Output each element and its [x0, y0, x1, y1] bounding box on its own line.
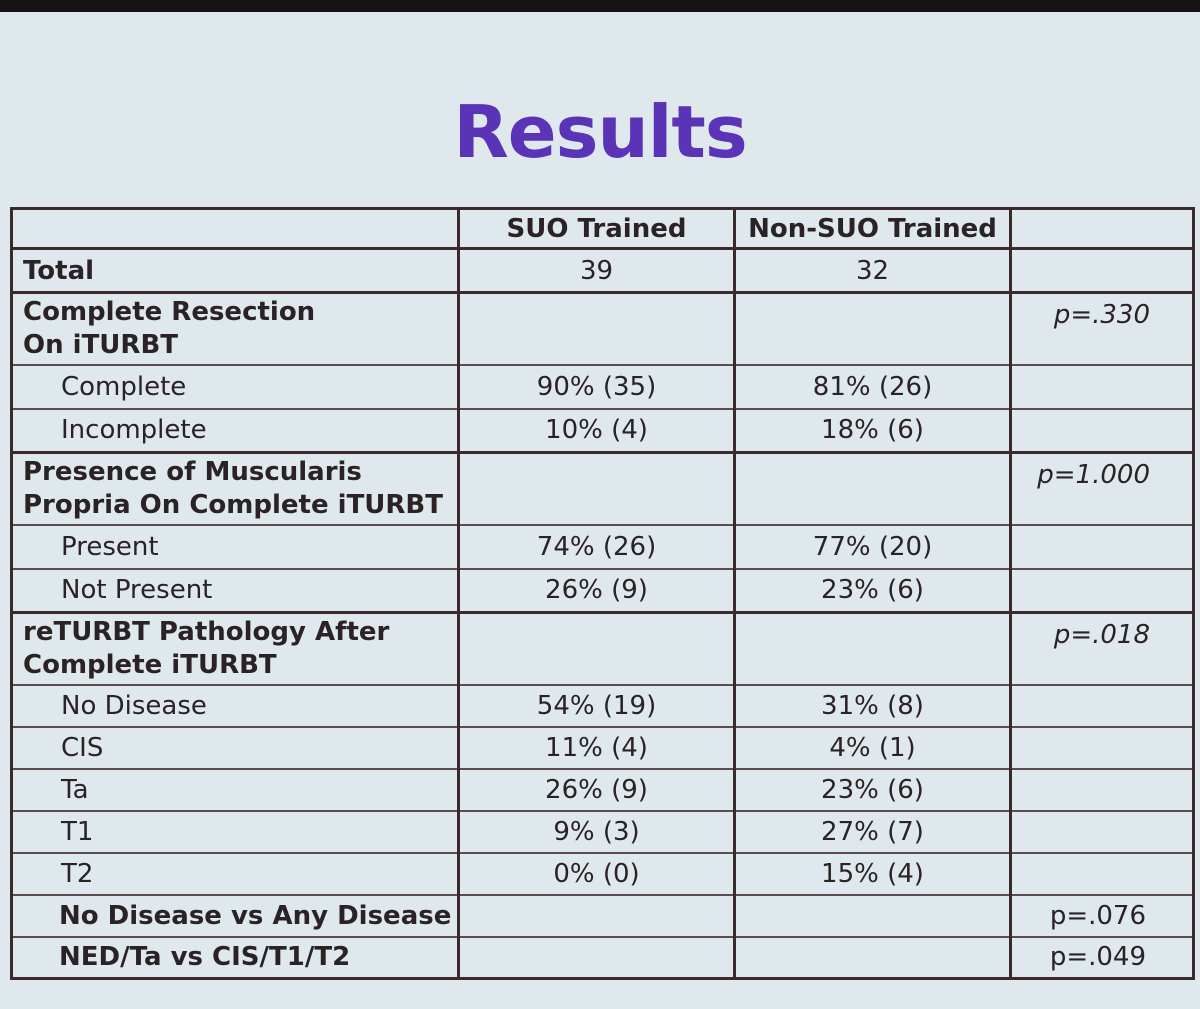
comparison-row: No Disease vs Any Disease p=.076 [10, 893, 1195, 938]
row-label: Present [10, 523, 460, 570]
suo-value: 0% (0) [457, 851, 736, 896]
comparison-row: NED/Ta vs CIS/T1/T2 p=.049 [10, 935, 1195, 980]
section-header-row: Complete Resection On iTURBT p=.330 [10, 291, 1195, 366]
empty-cell [457, 451, 736, 526]
row-label: Complete [10, 363, 460, 410]
header-suo-trained: SUO Trained [457, 207, 736, 250]
section-header-row: reTURBT Pathology After Complete iTURBT … [10, 611, 1195, 686]
section-label: reTURBT Pathology After Complete iTURBT [10, 611, 460, 686]
empty-cell [733, 893, 1012, 938]
results-table: SUO Trained Non-SUO Trained Total 39 32 … [10, 207, 1195, 980]
table-row: CIS 11% (4) 4% (1) [10, 725, 1195, 770]
table-row: No Disease 54% (19) 31% (8) [10, 683, 1195, 728]
empty-cell [733, 291, 1012, 366]
section-header-row: Presence of Muscularis Propria On Comple… [10, 451, 1195, 526]
empty-cell [1009, 851, 1195, 896]
empty-cell [457, 291, 736, 366]
section-label-line2: Complete iTURBT [23, 649, 277, 680]
row-label: CIS [10, 725, 460, 770]
section-label: Complete Resection On iTURBT [10, 291, 460, 366]
row-label: Not Present [10, 567, 460, 614]
non-suo-value: 81% (26) [733, 363, 1012, 410]
total-p-cell [1009, 247, 1195, 294]
suo-value: 10% (4) [457, 407, 736, 454]
table-row: T1 9% (3) 27% (7) [10, 809, 1195, 854]
empty-cell [1009, 523, 1195, 570]
empty-cell [1009, 407, 1195, 454]
non-suo-value: 23% (6) [733, 767, 1012, 812]
row-label: Ta [10, 767, 460, 812]
empty-cell [733, 611, 1012, 686]
suo-value: 90% (35) [457, 363, 736, 410]
row-label: No Disease [10, 683, 460, 728]
empty-cell [457, 935, 736, 980]
section-label-line1: Presence of Muscularis [23, 456, 362, 487]
empty-cell [457, 611, 736, 686]
table-row-total: Total 39 32 [10, 247, 1195, 294]
slide-title: Results [453, 90, 747, 174]
empty-cell [733, 451, 1012, 526]
empty-cell [1009, 725, 1195, 770]
suo-value: 11% (4) [457, 725, 736, 770]
suo-value: 26% (9) [457, 767, 736, 812]
table-row: Incomplete 10% (4) 18% (6) [10, 407, 1195, 454]
empty-cell [1009, 363, 1195, 410]
non-suo-value: 4% (1) [733, 725, 1012, 770]
row-label: Incomplete [10, 407, 460, 454]
table-row: Not Present 26% (9) 23% (6) [10, 567, 1195, 614]
non-suo-value: 31% (8) [733, 683, 1012, 728]
empty-cell [457, 893, 736, 938]
header-p-value-cell [1009, 207, 1195, 250]
table-row: Complete 90% (35) 81% (26) [10, 363, 1195, 410]
section-label-line2: Propria On Complete iTURBT [23, 489, 443, 520]
suo-value: 9% (3) [457, 809, 736, 854]
row-label: T2 [10, 851, 460, 896]
empty-cell [1009, 683, 1195, 728]
section-label-line1: Complete Resection [23, 296, 316, 327]
suo-value: 26% (9) [457, 567, 736, 614]
header-non-suo-trained: Non-SUO Trained [733, 207, 1012, 250]
table-row: Present 74% (26) 77% (20) [10, 523, 1195, 570]
suo-value: 54% (19) [457, 683, 736, 728]
table-row: Ta 26% (9) 23% (6) [10, 767, 1195, 812]
p-value: p=1.000 [1009, 451, 1195, 526]
non-suo-value: 77% (20) [733, 523, 1012, 570]
comparison-p-value: p=.076 [1009, 893, 1195, 938]
section-label: Presence of Muscularis Propria On Comple… [10, 451, 460, 526]
non-suo-value: 27% (7) [733, 809, 1012, 854]
total-label: Total [10, 247, 460, 294]
comparison-label: No Disease vs Any Disease [10, 893, 460, 938]
slide: Results SUO Trained Non-SUO Trained Tota… [0, 12, 1200, 1009]
section-label-line2: On iTURBT [23, 329, 178, 360]
header-empty-cell [10, 207, 460, 250]
non-suo-value: 15% (4) [733, 851, 1012, 896]
empty-cell [1009, 567, 1195, 614]
comparison-p-value: p=.049 [1009, 935, 1195, 980]
empty-cell [1009, 809, 1195, 854]
total-non-suo: 32 [733, 247, 1012, 294]
row-label: T1 [10, 809, 460, 854]
total-suo: 39 [457, 247, 736, 294]
table-header-row: SUO Trained Non-SUO Trained [10, 207, 1195, 250]
non-suo-value: 23% (6) [733, 567, 1012, 614]
comparison-label: NED/Ta vs CIS/T1/T2 [10, 935, 460, 980]
section-label-line1: reTURBT Pathology After [23, 616, 390, 647]
non-suo-value: 18% (6) [733, 407, 1012, 454]
table-row: T2 0% (0) 15% (4) [10, 851, 1195, 896]
suo-value: 74% (26) [457, 523, 736, 570]
empty-cell [733, 935, 1012, 980]
p-value: p=.018 [1009, 611, 1195, 686]
empty-cell [1009, 767, 1195, 812]
p-value: p=.330 [1009, 291, 1195, 366]
